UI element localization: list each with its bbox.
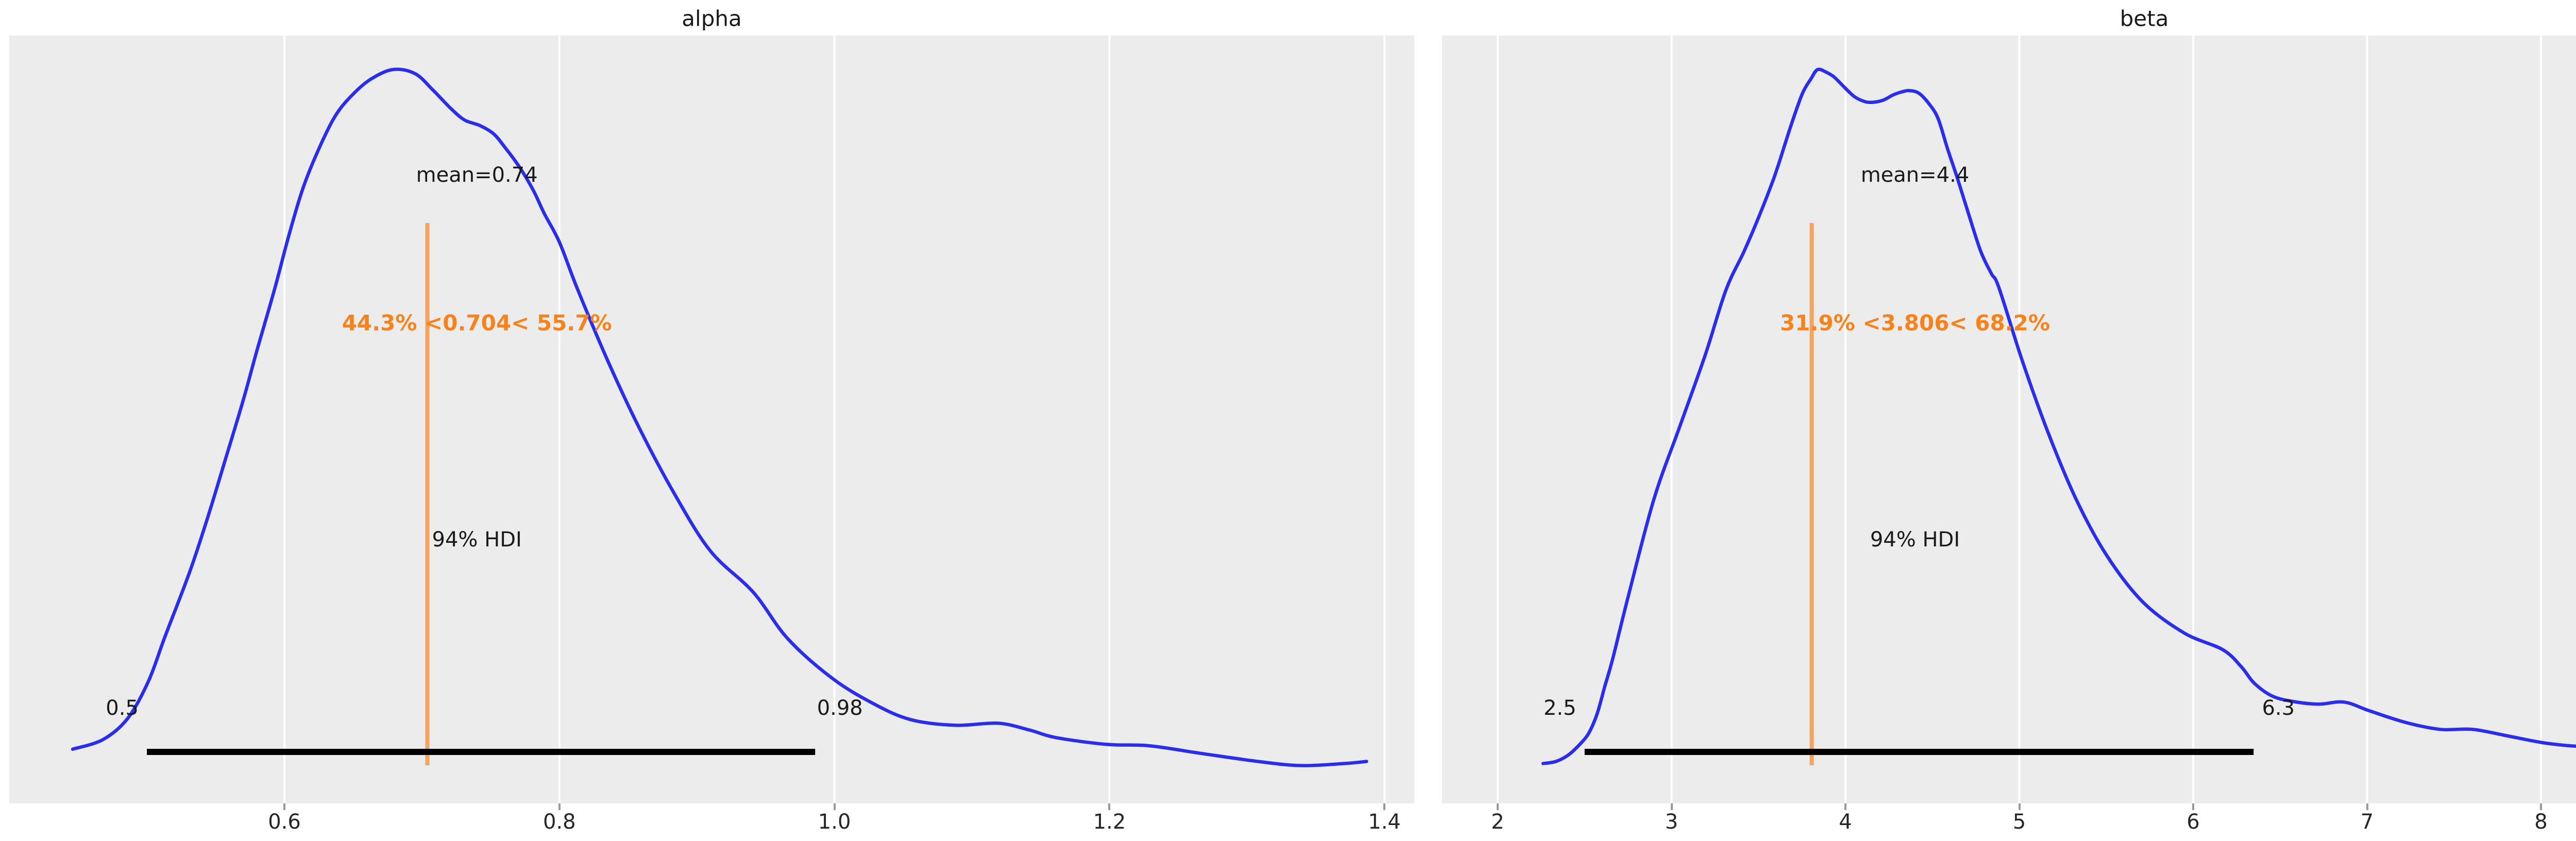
hdi-low-label: 2.5 <box>1543 696 1577 720</box>
x-tick-label: 3 <box>1665 810 1679 834</box>
hdi-label: 94% HDI <box>432 528 522 552</box>
ref-val-label: 44.3% <0.704< 55.7% <box>342 310 612 336</box>
x-tick-label: 8 <box>2534 810 2548 834</box>
x-tick-mark <box>1108 803 1111 810</box>
kde-curve <box>71 67 1368 767</box>
x-tick-mark <box>1844 803 1846 810</box>
mean-label: mean=4.4 <box>1860 163 1970 187</box>
x-tick-mark <box>2192 803 2194 810</box>
x-tick-mark <box>2540 803 2542 810</box>
x-tick-mark <box>1497 803 1499 810</box>
panel-title-beta: beta <box>2120 6 2169 31</box>
x-tick-label: 6 <box>2187 810 2200 834</box>
x-tick-label: 0.6 <box>268 810 301 834</box>
kde-plot-beta <box>1497 36 2576 803</box>
hdi-label: 94% HDI <box>1870 528 1960 552</box>
kde-curve <box>1541 67 2576 765</box>
hdi-high-label: 0.98 <box>817 696 863 720</box>
panel-title-alpha: alpha <box>682 6 742 31</box>
x-tick-label: 2 <box>1491 810 1504 834</box>
kde-plot-alpha <box>71 36 1386 803</box>
plot-area-alpha: mean=0.74 44.3% <0.704< 55.7% 94% HDI 0.… <box>9 36 1414 803</box>
plot-area-beta: mean=4.4 31.9% <3.806< 68.2% 94% HDI 2.5… <box>1442 36 2576 803</box>
x-tick-label: 1.2 <box>1093 810 1126 834</box>
x-tick-mark <box>1670 803 1673 810</box>
x-tick-mark <box>2366 803 2368 810</box>
x-tick-label: 7 <box>2360 810 2374 834</box>
x-tick-mark <box>283 803 285 810</box>
x-tick-mark <box>2018 803 2021 810</box>
x-tick-mark <box>558 803 561 810</box>
x-tick-mark <box>833 803 836 810</box>
x-tick-label: 1.0 <box>818 810 851 834</box>
hdi-high-label: 6.3 <box>2262 696 2295 720</box>
x-tick-label: 4 <box>1839 810 1852 834</box>
hdi-low-label: 0.5 <box>106 696 139 720</box>
x-tick-mark <box>1383 803 1386 810</box>
ref-val-label: 31.9% <3.806< 68.2% <box>1780 310 2050 336</box>
x-tick-label: 0.8 <box>543 810 576 834</box>
x-tick-label: 5 <box>2012 810 2026 834</box>
mean-label: mean=0.74 <box>416 163 538 187</box>
x-tick-label: 1.4 <box>1368 810 1401 834</box>
